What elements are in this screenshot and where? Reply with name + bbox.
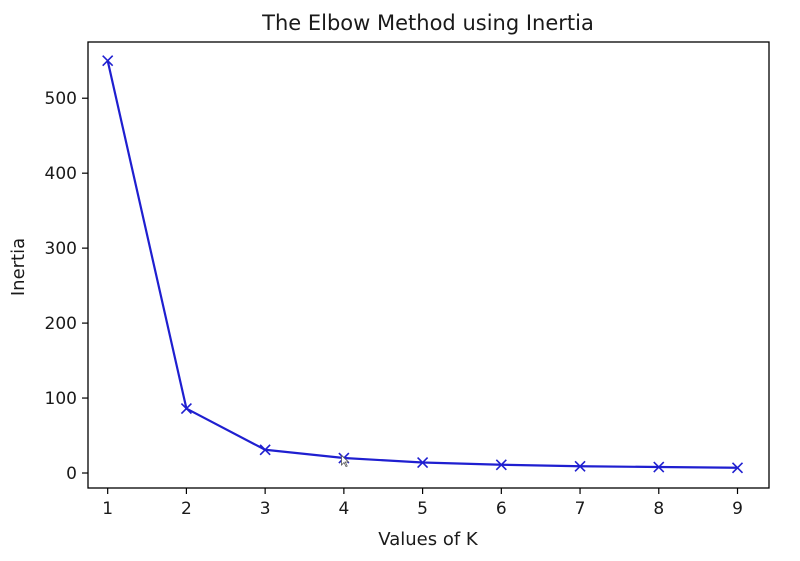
- series-line: [106, 60, 738, 469]
- x-axis-ticks: 1 2 3 4 5 6 7 8 9: [102, 488, 743, 519]
- x-tick-label: 1: [102, 499, 113, 519]
- chart-title: The Elbow Method using Inertia: [261, 11, 594, 35]
- x-tick-label: 6: [496, 499, 507, 519]
- plot-area-frame: [87, 41, 770, 489]
- data-point-marker: [574, 460, 586, 472]
- data-point-marker: [731, 462, 744, 474]
- series-layer: [102, 55, 744, 474]
- x-tick-label: 3: [260, 499, 271, 519]
- y-tick-label: 400: [45, 164, 77, 184]
- y-axis-ticks: 0 100 200 300 400 500: [45, 89, 88, 484]
- y-tick-label: 0: [66, 464, 77, 484]
- y-tick-label: 200: [45, 314, 77, 334]
- x-tick-label: 8: [653, 499, 664, 519]
- data-point-marker: [653, 461, 665, 473]
- y-tick-label: 500: [45, 89, 77, 109]
- x-tick-label: 2: [181, 499, 192, 519]
- data-point-marker: [417, 456, 429, 469]
- data-point-marker: [180, 402, 192, 415]
- x-tick-label: 9: [732, 499, 743, 519]
- data-point-marker: [259, 444, 271, 456]
- y-tick-label: 100: [45, 389, 77, 409]
- y-axis-label: Inertia: [8, 238, 29, 296]
- x-tick-label: 4: [338, 499, 349, 519]
- x-axis-label: Values of K: [378, 529, 479, 550]
- mouse-cursor-icon: [341, 455, 349, 467]
- x-tick-label: 5: [417, 499, 428, 519]
- x-tick-label: 7: [575, 499, 586, 519]
- y-tick-label: 300: [45, 239, 77, 259]
- data-point-marker: [102, 55, 114, 67]
- data-point-marker: [495, 459, 507, 471]
